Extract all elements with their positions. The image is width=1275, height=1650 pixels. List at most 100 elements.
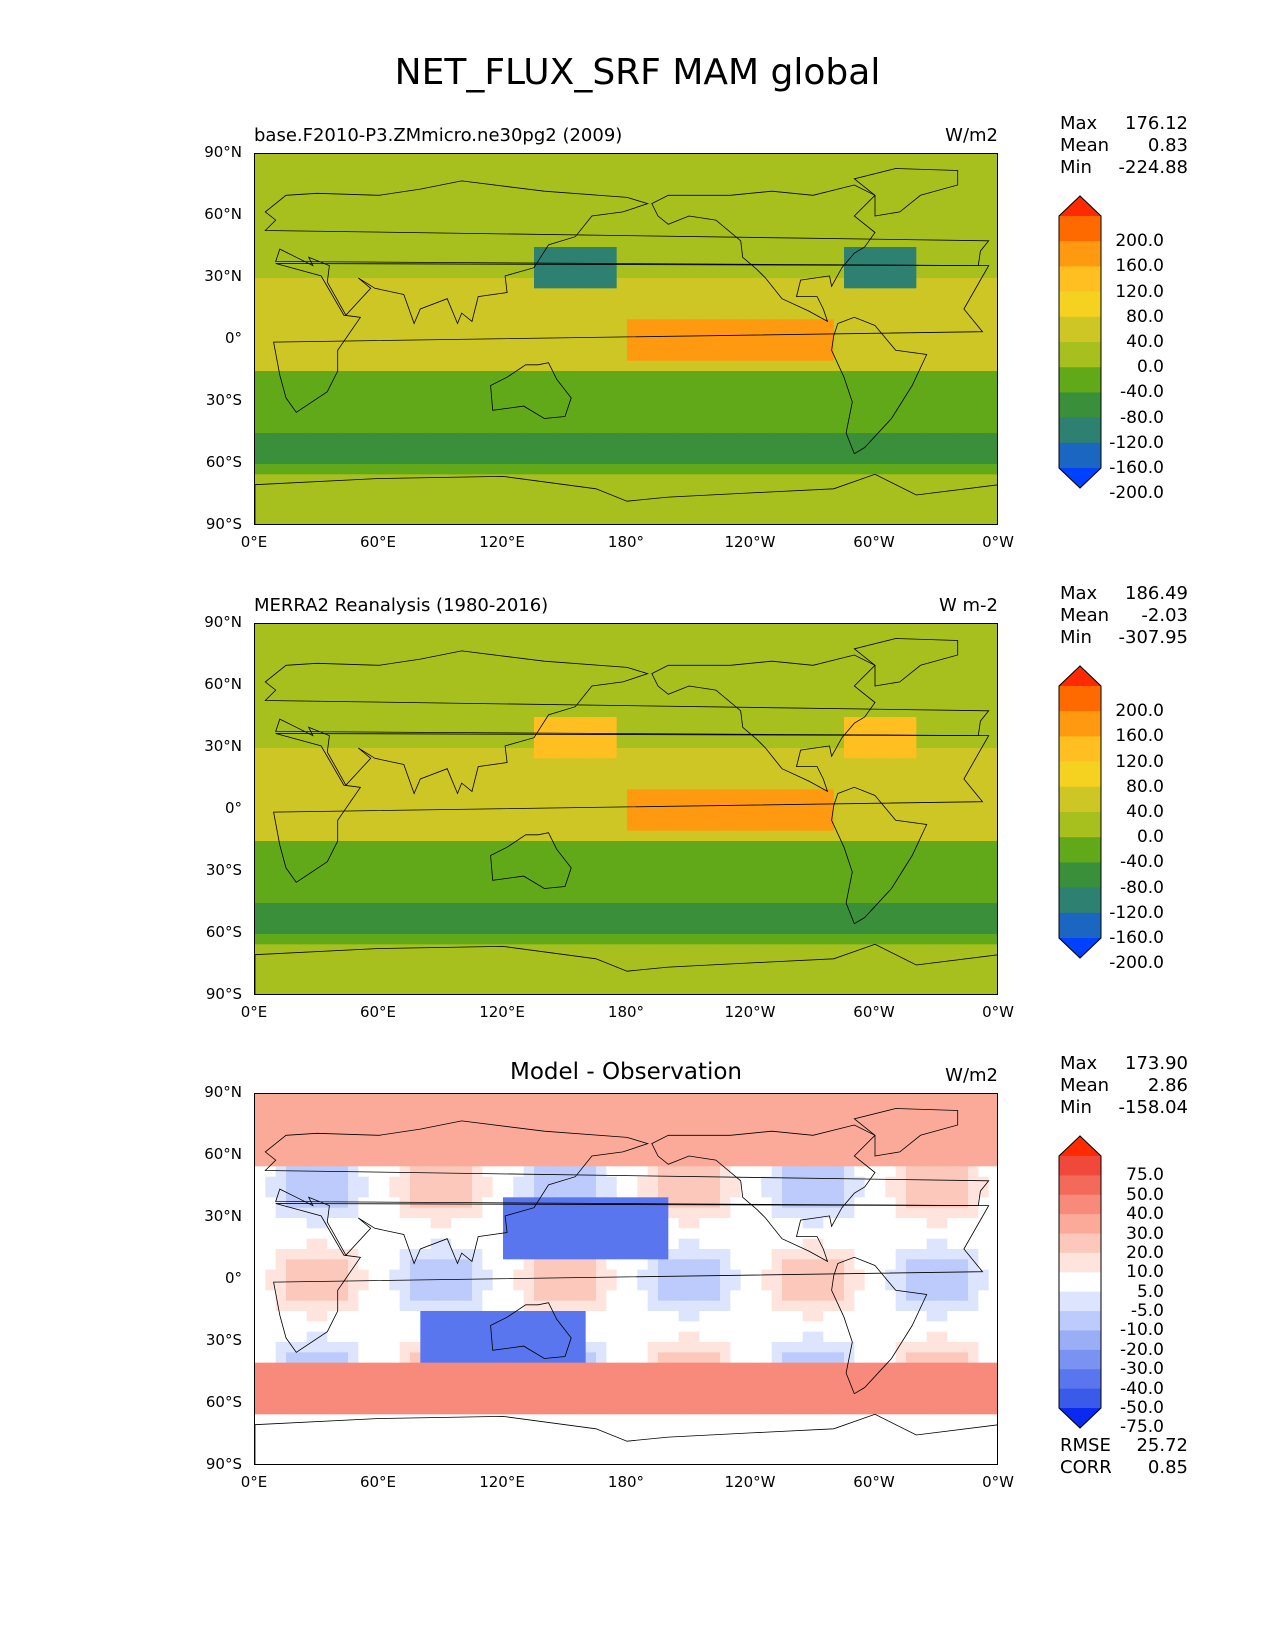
field-cell	[596, 350, 607, 362]
field-cell	[389, 381, 401, 393]
field-cell	[420, 820, 432, 832]
field-cell	[534, 360, 545, 372]
field-cell	[306, 236, 318, 248]
field-cell	[937, 913, 948, 925]
field-cell	[678, 841, 690, 852]
field-cell	[482, 923, 494, 935]
field-cell	[844, 257, 855, 269]
field-cell	[585, 195, 597, 207]
field-cell	[782, 185, 793, 196]
field-cell	[265, 944, 277, 956]
field-cell	[844, 329, 855, 341]
field-cell	[988, 644, 997, 656]
field-cell	[864, 861, 876, 873]
field-cell	[379, 350, 390, 362]
field-cell	[616, 422, 628, 434]
field-cell	[627, 329, 638, 341]
field-cell	[926, 830, 938, 842]
field-cell	[348, 319, 359, 331]
field-cell	[740, 706, 752, 718]
field-cell	[286, 665, 297, 677]
field-cell	[348, 371, 359, 382]
field-cell	[740, 717, 752, 728]
field-cell	[565, 236, 576, 248]
field-cell	[275, 164, 287, 176]
field-cell	[461, 484, 473, 496]
field-cell	[699, 164, 711, 176]
field-cell	[771, 505, 783, 517]
field-cell	[699, 779, 711, 790]
field-cell	[255, 288, 266, 300]
field-cell	[337, 484, 349, 496]
field-cell	[709, 443, 721, 455]
field-cell	[937, 484, 948, 496]
field-cell	[937, 923, 948, 935]
field-cell	[864, 944, 876, 956]
field-cell	[430, 892, 442, 904]
field-cell	[926, 644, 938, 656]
field-cell	[441, 278, 452, 289]
field-cell	[472, 164, 483, 176]
field-cell	[379, 360, 390, 372]
field-cell	[430, 329, 442, 341]
field-cell	[647, 329, 659, 341]
field-cell	[399, 319, 411, 331]
field-cell	[327, 944, 339, 956]
field-cell	[513, 644, 525, 656]
field-cell	[813, 443, 824, 455]
field-cell	[337, 748, 349, 759]
field-cell	[895, 350, 907, 362]
field-cell	[906, 278, 917, 289]
field-cell	[751, 453, 762, 465]
field-cell	[513, 174, 525, 186]
field-cell	[534, 841, 545, 852]
field-cell	[751, 644, 762, 656]
field-cell	[740, 934, 752, 945]
field-cell	[348, 779, 359, 790]
field-cell	[802, 644, 814, 656]
field-cell	[389, 288, 401, 300]
field-cell	[792, 634, 804, 646]
field-cell	[782, 226, 793, 238]
field-cell	[823, 923, 835, 935]
field-cell	[854, 717, 866, 728]
field-cell	[854, 267, 866, 279]
field-cell	[399, 944, 411, 956]
field-cell	[730, 624, 742, 635]
field-cell	[513, 851, 525, 863]
field-cell	[740, 495, 752, 506]
field-cell	[389, 278, 401, 289]
field-cell	[968, 174, 979, 186]
field-cell	[554, 758, 566, 770]
field-cell	[461, 851, 473, 863]
field-cell	[420, 903, 432, 914]
field-cell	[844, 892, 855, 904]
field-cell	[709, 495, 721, 506]
field-cell	[658, 298, 669, 310]
field-cell	[699, 748, 711, 759]
field-cell	[399, 422, 411, 434]
field-cell	[730, 195, 742, 207]
field-cell	[637, 350, 649, 362]
field-cell	[823, 154, 835, 165]
field-cell	[771, 872, 783, 883]
field-cell	[513, 934, 525, 945]
field-cell	[585, 288, 597, 300]
field-cell	[771, 278, 783, 289]
field-cell	[647, 433, 659, 444]
field-cell	[844, 360, 855, 372]
field-cell	[916, 923, 928, 935]
field-cell	[947, 185, 959, 196]
field-cell	[441, 737, 452, 749]
field-cell	[916, 464, 928, 475]
field-cell	[937, 381, 948, 393]
field-cell	[523, 298, 535, 310]
field-cell	[730, 164, 742, 176]
field-cell	[368, 329, 380, 341]
field-cell	[926, 319, 938, 331]
field-cell	[978, 412, 990, 424]
field-cell	[585, 841, 597, 852]
field-cell	[534, 433, 545, 444]
field-cell	[441, 371, 452, 382]
field-cell	[306, 748, 318, 759]
